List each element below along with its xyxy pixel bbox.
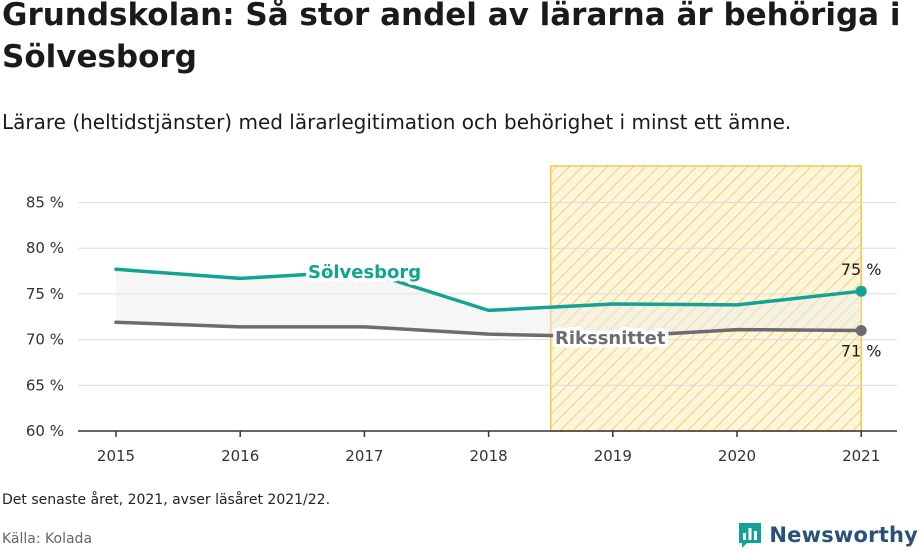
end-value-solvesborg: 75 %: [841, 260, 882, 279]
x-tick-label: 2016: [221, 447, 259, 465]
brand-logo: Newsworthy: [737, 518, 918, 552]
newsworthy-logo-icon: [739, 523, 762, 548]
y-tick-label: 70 %: [26, 331, 64, 349]
x-tick-label: 2019: [594, 447, 632, 465]
line-chart: 60 %65 %70 %75 %80 %85 % SölvesborgSölve…: [26, 165, 897, 465]
series-label-solvesborg-halo: Sölvesborg: [308, 262, 421, 283]
series-gap-area: [116, 269, 862, 337]
x-tick-label: 2017: [345, 447, 383, 465]
x-tick-label: 2020: [718, 447, 756, 465]
chart-title: Grundskolan: Så stor andel av lärarna är…: [2, 0, 901, 75]
source-note: Källa: Kolada: [2, 531, 93, 547]
x-tick-label: 2021: [842, 447, 880, 465]
series-label-rikssnittet: Rikssnittet: [555, 328, 666, 349]
brand-name: Newsworthy: [769, 523, 918, 547]
line-solvesborg-end-point: [855, 285, 867, 297]
y-tick-label: 65 %: [26, 376, 64, 394]
y-tick-label: 80 %: [26, 239, 64, 257]
line-rikssnittet-end-point: [855, 324, 867, 336]
y-tick-label: 60 %: [26, 422, 64, 440]
end-value-rikssnittet: 71 %: [841, 341, 882, 360]
y-tick-label: 75 %: [26, 285, 64, 303]
footnote: Det senaste året, 2021, avser läsåret 20…: [2, 492, 331, 508]
x-tick-label: 2018: [470, 447, 508, 465]
chart-subtitle: Lärare (heltidstjänster) med lärarlegiti…: [2, 110, 792, 134]
series-label-solvesborg: Sölvesborg: [308, 262, 421, 283]
line-rikssnittet: [114, 320, 863, 339]
line-solvesborg: [114, 267, 863, 313]
x-tick-label: 2015: [97, 447, 135, 465]
series-label-rikssnittet-halo: Rikssnittet: [555, 328, 666, 349]
y-tick-label: 85 %: [26, 194, 64, 212]
